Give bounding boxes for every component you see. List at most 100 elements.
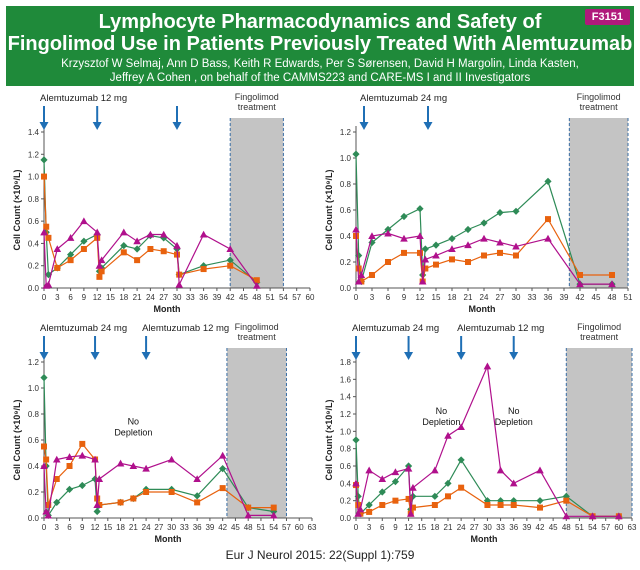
chart-2-data-point-magenta (142, 464, 150, 472)
chart-2-data-point-green (78, 481, 86, 490)
chart-2-data-point-orange (117, 499, 124, 506)
chart-3-dose-arrow-head (404, 352, 414, 360)
chart-0-y-tick-label: 1.4 (28, 128, 40, 137)
chart-0-x-tick-label: 18 (119, 293, 128, 302)
chart-3-data-point-magenta (509, 479, 518, 487)
chart-0-data-point-orange (96, 273, 103, 280)
chart-1-data-point-orange (401, 249, 407, 256)
chart-1-data-point-orange (422, 265, 429, 272)
chart-2-dose-arrow-head (90, 352, 100, 360)
chart-0-y-tick-label: 1.2 (28, 150, 40, 159)
chart-3-dose-arrow-head (456, 352, 466, 360)
chart-2-data-point-magenta (52, 455, 61, 463)
chart-2-data-point-magenta (65, 453, 74, 460)
chart-0-x-tick-label: 54 (279, 293, 288, 302)
chart-0-data-point-orange (41, 173, 47, 180)
chart-2-x-tick-label: 3 (55, 523, 60, 532)
chart-0-x-tick-label: 9 (82, 293, 87, 302)
citation: Eur J Neurol 2015: 22(Suppl 1):759 (225, 548, 415, 562)
chart-1-data-point-green (400, 212, 408, 221)
chart-2-fingolimod-shade (226, 348, 287, 518)
chart-3-note-line-2: Depletion (422, 417, 460, 427)
chart-3-data-point-magenta (431, 466, 439, 474)
chart-2-data-point-magenta (78, 451, 87, 459)
chart-1-data-point-magenta (421, 255, 430, 263)
chart-2-x-tick-label: 30 (167, 523, 176, 532)
poster-authors-line-1: Krzysztof W Selmaj, Ann D Bass, Keith R … (61, 58, 579, 70)
chart-3-data-point-green (365, 501, 373, 509)
chart-3-x-tick-label: 27 (470, 523, 479, 532)
chart-0-shade-label-line-1: Fingolimod (235, 92, 279, 102)
chart-2-x-tick-label: 36 (193, 523, 202, 532)
chart-1-data-point-magenta (448, 245, 456, 253)
chart-2-y-tick-label: 1.2 (28, 358, 40, 367)
chart-2-shade-label-line-2: treatment (238, 332, 277, 342)
chart-0-x-tick-label: 27 (159, 293, 168, 302)
chart-3-x-tick-label: 60 (614, 523, 623, 532)
chart-3-data-point-magenta (356, 505, 365, 513)
chart-2-data-point-magenta (40, 462, 48, 470)
chart-1-data-point-green (512, 207, 520, 215)
chart-1-data-point-magenta (464, 241, 472, 249)
chart-2-x-tick-label: 6 (67, 523, 72, 532)
chart-1-data-point-magenta (418, 277, 427, 285)
chart-1-data-point-green (368, 238, 376, 247)
chart-0-data-point-magenta (95, 261, 104, 269)
chart-3-y-tick-label: 0.2 (340, 497, 352, 506)
chart-0-x-tick-label: 60 (306, 293, 315, 302)
chart-0-data-point-magenta (133, 237, 141, 245)
poster-authors-line-2: Jeffrey A Cohen , on behalf of the CAMMS… (109, 72, 531, 84)
chart-0-x-tick-label: 30 (173, 293, 182, 302)
chart-0-y-tick-label: 0.2 (28, 262, 40, 271)
chart-0-shade-label-line-2: treatment (238, 102, 277, 112)
chart-2-y-axis-title: Cell Count (×10⁹/L) (12, 399, 22, 480)
chart-3-x-tick-label: 3 (367, 523, 372, 532)
chart-0-data-point-green (80, 237, 88, 245)
chart-0-y-tick-label: 0.4 (28, 239, 40, 248)
chart-0-x-tick-label: 15 (106, 293, 115, 302)
chart-3-x-tick-label: 15 (417, 523, 426, 532)
chart-0-series-line-green (43, 159, 258, 283)
chart-1-x-tick-label: 9 (402, 293, 407, 302)
poster-title-line-1: Lymphocyte Pharmacodynamics and Safety o… (98, 11, 542, 33)
chart-3-data-point-orange (366, 508, 373, 515)
chart-2-data-point-magenta (95, 475, 104, 483)
chart-0-x-tick-label: 39 (212, 293, 221, 302)
chart-1-x-tick-label: 0 (354, 293, 359, 302)
chart-2-x-tick-label: 51 (256, 523, 265, 532)
chart-1-dose-arrow-head (359, 122, 369, 130)
chart-3-dose-arrow (404, 336, 414, 360)
chart-1-y-tick-label: 0.6 (340, 206, 352, 215)
chart-1-x-tick-label: 39 (560, 293, 569, 302)
chart-1-data-point-orange (497, 249, 503, 256)
chart-2-shade-label-line-1: Fingolimod (235, 322, 279, 332)
chart-2-note-line-2: Depletion (114, 427, 152, 437)
chart-0-y-tick-label: 1.0 (28, 173, 40, 182)
chart-1-x-axis-title: Month (469, 304, 496, 314)
chart-1-data-point-orange (481, 252, 487, 259)
chart-0-data-point-orange (200, 266, 207, 273)
chart-3-y-tick-label: 1.2 (340, 410, 352, 419)
chart-2-data-point-orange (41, 443, 47, 450)
chart-3-data-point-magenta (536, 466, 544, 474)
poster-title-line-2: Fingolimod Use in Patients Previously Tr… (7, 33, 633, 55)
chart-1-data-point-green (384, 225, 392, 234)
chart-1-x-tick-label: 12 (416, 293, 425, 302)
chart-0-dose-arrow-head (172, 122, 182, 130)
chart-1-data-point-magenta (384, 229, 392, 237)
chart-3-x-tick-label: 63 (628, 523, 637, 532)
chart-2-x-tick-label: 21 (129, 523, 138, 532)
chart-0-dose-label: Alemtuzumab 12 mg (40, 93, 127, 104)
chart-1-data-point-orange (577, 272, 583, 278)
chart-3-data-point-orange (497, 502, 504, 508)
chart-0-x-tick-label: 0 (42, 293, 47, 302)
chart-2-x-tick-label: 33 (180, 523, 189, 532)
chart-0-data-point-magenta (199, 230, 208, 238)
chart-1-data-point-magenta (432, 251, 440, 259)
chart-0-data-point-magenta (40, 228, 48, 236)
chart-0-x-tick-label: 57 (292, 293, 301, 302)
chart-0-data-point-orange (134, 257, 141, 264)
chart-3-data-point-orange (510, 502, 517, 508)
